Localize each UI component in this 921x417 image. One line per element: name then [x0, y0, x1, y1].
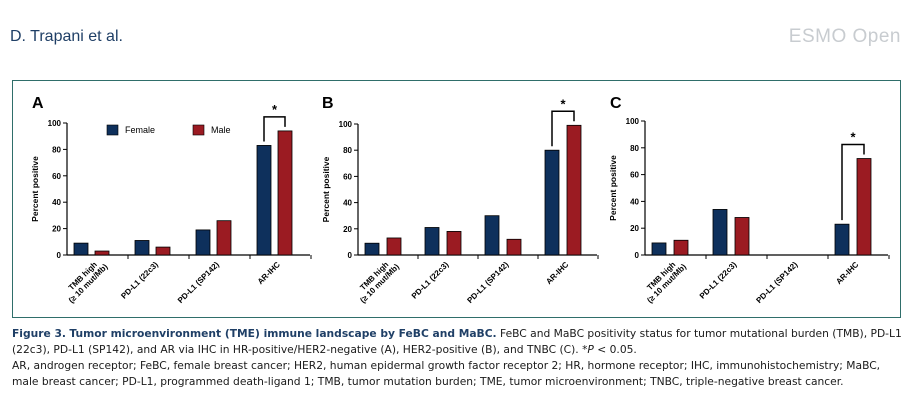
- panel-c-x-tick-label: PD-L1 (SP142): [754, 260, 799, 305]
- figure-3-charts: A 0 20 40 60 80 100 Percent positive TMB high(≥ …: [30, 95, 890, 305]
- panel-a-y-tick-label: 0: [57, 251, 62, 260]
- panel-b-bar-female: [484, 215, 500, 256]
- panel-c-bar-male: [856, 158, 872, 256]
- panel-c-y-tick-label: 80: [630, 144, 639, 153]
- panel-c-y-tick-label: 20: [630, 224, 639, 233]
- panel-c-y-tick-label: 0: [635, 251, 640, 260]
- caption-body: FeBC and MaBC positivity status for tumo…: [12, 327, 902, 356]
- figure-frame: A 0 20 40 60 80 100 Percent positive TMB high(≥ …: [12, 80, 901, 318]
- panel-a-significance-bracket: [263, 116, 286, 142]
- figure-caption: Figure 3. Tumor microenvironment (TME) i…: [12, 326, 907, 390]
- panel-a-y-tick-label: 80: [52, 145, 61, 154]
- panel-b-y-tick-label: 40: [343, 199, 352, 208]
- panel-b-bar-male: [566, 124, 582, 256]
- panel-a-bar-female: [73, 242, 89, 256]
- panel-c-bar-male: [734, 217, 750, 256]
- panel-a-x-tick-label: PD-L1 (22c3): [119, 260, 160, 301]
- panel-b-x-tick-label: PD-L1 (SP142): [465, 260, 510, 305]
- running-header-authors: D. Trapani et al.: [10, 28, 123, 45]
- panel-a-y-tick-label: 100: [48, 119, 62, 128]
- panel-a-bar-male: [155, 246, 171, 256]
- panel-a-x-tick-label: PD-L1 (SP142): [176, 260, 221, 305]
- panel-b-x-tick-label: TMB high(≥ 10 mut/Mb): [352, 256, 401, 305]
- panel-c-bar-female: [834, 223, 850, 256]
- panel-c-x-tick-label: AR-IHC: [834, 260, 860, 286]
- panel-b-y-axis-title: Percent positive: [321, 156, 331, 222]
- panel-c-y-tick-label: 60: [630, 171, 639, 180]
- panel-c-bar-female: [712, 209, 728, 256]
- panel-b-y-tick-label: 100: [339, 120, 353, 129]
- caption-p-threshold: < 0.05.: [593, 343, 637, 356]
- panel-b-significance-star: *: [560, 96, 566, 111]
- panel-a-bar-male: [94, 250, 110, 256]
- caption-title: Tumor microenvironment (TME) immune land…: [69, 327, 497, 340]
- panel-a-significance-star: *: [272, 102, 278, 117]
- panel-c-y-tick-label: 40: [630, 197, 639, 206]
- panel-b-y-tick-label: 60: [343, 172, 352, 181]
- panel-a-bar-male: [277, 130, 293, 256]
- panel-a-x-tick-label: TMB high(≥ 10 mut/Mb): [60, 256, 109, 305]
- panel-b-y-tick-label: 20: [343, 225, 352, 234]
- panel-a-bar-female: [256, 145, 272, 256]
- panel-c-y-tick-label: 100: [626, 117, 640, 126]
- panel-c-bar-female: [651, 242, 667, 256]
- panel-a-y-tick-label: 60: [52, 172, 61, 181]
- panel-c-x-tick-label: PD-L1 (22c3): [698, 260, 739, 301]
- panel-c-y-axis-title: Percent positive: [608, 155, 618, 221]
- panel-a-bar-male: [216, 220, 232, 256]
- legend-male-label: Male: [211, 125, 231, 135]
- caption-figure-label: Figure 3.: [12, 327, 66, 340]
- panel-b-bar-male: [386, 237, 402, 256]
- caption-main: Figure 3. Tumor microenvironment (TME) i…: [12, 326, 907, 358]
- panel-a-y-tick-label: 40: [52, 198, 61, 207]
- panel-b-bar-male: [506, 238, 522, 256]
- panel-b-bar-female: [424, 227, 440, 256]
- panel-b-significance-bracket: [551, 110, 575, 147]
- panel-c-significance-bracket: [841, 143, 865, 221]
- panel-b-letter: B: [322, 95, 334, 112]
- legend-female-swatch: [106, 124, 119, 136]
- caption-abbreviations: AR, androgen receptor; FeBC, female brea…: [12, 359, 881, 388]
- panel-a-x-tick-label: AR-IHC: [256, 260, 282, 286]
- panel-a-letter: A: [32, 95, 44, 112]
- panel-b-y-tick-label: 80: [343, 146, 352, 155]
- panel-a-y-axis-title: Percent positive: [30, 156, 40, 222]
- panel-c-bar-male: [673, 239, 689, 256]
- legend-male-swatch: [192, 124, 205, 136]
- panel-b-bar-female: [544, 149, 560, 256]
- panel-a-y-tick-label: 20: [52, 225, 61, 234]
- panel-b-x-tick-label: PD-L1 (22c3): [410, 260, 451, 301]
- panel-b-y-tick-label: 0: [348, 251, 353, 260]
- legend-female-label: Female: [125, 125, 155, 135]
- panel-c-letter: C: [610, 95, 622, 112]
- panel-a-bar-female: [195, 229, 211, 256]
- panel-b-bar-female: [364, 242, 380, 256]
- panel-b-x-tick-label: AR-IHC: [544, 260, 570, 286]
- caption-p-symbol: P: [587, 343, 594, 356]
- panel-b-bar-male: [446, 231, 462, 256]
- journal-name: ESMO Open: [788, 26, 901, 47]
- panel-a-bar-female: [134, 240, 150, 256]
- panel-c-x-tick-label: TMB high(≥ 10 mut/Mb): [639, 256, 688, 305]
- panel-c-significance-star: *: [850, 130, 856, 145]
